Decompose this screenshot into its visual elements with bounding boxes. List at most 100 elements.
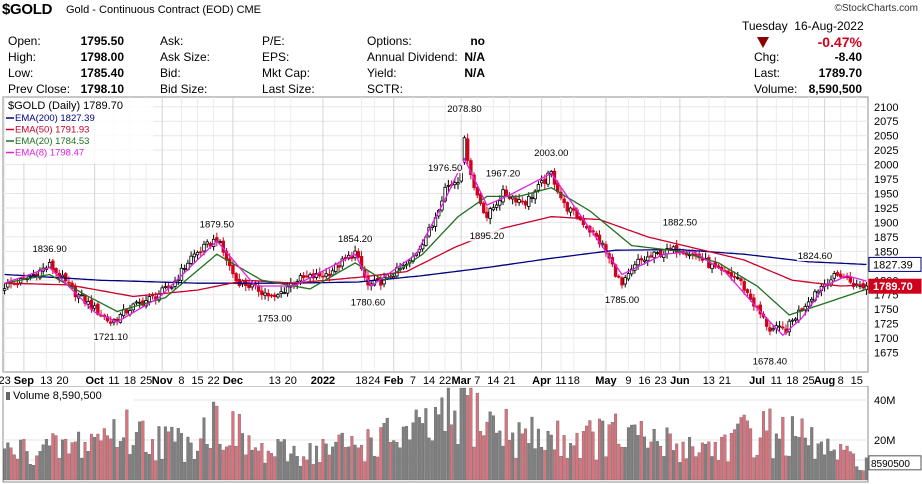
volume-value-label: 8590500 [871,459,910,470]
candle-body [787,320,791,333]
volume-bar [186,436,190,481]
annotation-bg [427,161,464,174]
volume-bar [366,429,370,481]
candle-body [748,293,753,300]
volume-bar [761,411,765,481]
volume-bar [151,439,155,481]
volume-bar [196,450,200,481]
volume-bar [266,450,270,481]
volume-bar [51,433,55,481]
volume-bar [530,416,534,481]
x-tick-label: 18 [124,375,136,387]
volume-bar [67,453,71,481]
candle-body [199,251,203,254]
volume-bar [70,442,74,481]
candle-body [250,283,254,288]
volume-bar [160,458,164,481]
volume-bar [334,441,338,481]
volume-bar [388,442,392,481]
volume-bar [646,447,650,481]
volume-bar [427,437,431,481]
volume-bar [536,428,540,481]
quote-label: Ask: [160,34,184,48]
price-annotation: 1895.20 [470,231,504,242]
value-label-box [868,278,922,294]
volume-bar [356,447,360,481]
volume-bar [807,445,811,481]
candle-body [745,289,750,293]
price-tick-label: 1925 [874,203,898,215]
quote-value: 1785.40 [80,66,124,80]
x-tick-label: 20 [285,375,297,387]
legend-entry: EMA(200) 1827.39 [15,113,95,124]
volume-bar [797,437,801,481]
volume-legend-bg [4,389,134,402]
volume-bar [472,446,476,481]
volume-bar [257,450,261,481]
volume-bar [671,450,675,481]
volume-bar [327,454,331,481]
x-tick-label: May [595,375,617,387]
candle-body [845,276,849,278]
quote-label: High: [8,50,37,64]
volume-bar [324,443,328,481]
volume-bar [630,424,634,481]
volume-bar [99,440,103,481]
volume-bar [694,456,698,481]
annotation-bg [796,249,833,262]
x-tick-label: 13 [40,375,52,387]
volume-bar [154,460,158,481]
candle-body [491,207,496,211]
x-tick-label: Jul [749,375,765,387]
x-tick-label: Oct [85,375,104,387]
volume-bar [546,430,550,481]
volume-bar [707,441,711,481]
volume-bar [44,439,48,481]
volume-value-box [868,455,922,471]
volume-bar [138,421,142,481]
volume-bar [48,445,52,481]
quote-label: Chg: [754,50,780,64]
volume-bar [675,443,679,481]
volume-bar [559,455,563,481]
quote-label: Low: [8,66,34,80]
candle-body [462,137,467,163]
volume-bar [479,431,483,481]
stockcharts-brand[interactable]: ©StockCharts.com [834,3,918,14]
volume-bar [263,462,267,481]
volume-bar [507,439,511,481]
volume-bar [591,431,595,481]
volume-bar [610,422,614,481]
volume-bar [430,440,434,481]
candle-body [279,291,283,294]
volume-bar [588,420,592,481]
quote-label: SCTR: [367,82,403,96]
candle-body [86,301,90,305]
volume-bar [118,441,122,481]
volume-bar [421,423,425,481]
ema20-line [4,186,867,316]
candle-body [247,284,251,289]
volume-bar [189,442,193,481]
candle-body [568,207,573,213]
x-tick-label: Mar [451,375,471,387]
candle-body [92,305,97,309]
candle-body [838,273,843,278]
volume-bar [205,444,209,481]
instrument-name: Gold - Continuous Contract (EOD) CME [66,4,261,16]
volume-bar [790,416,794,481]
legend-entry: EMA(20) 1784.53 [15,136,89,147]
volume-bar [771,458,775,481]
price-tick-label: 1950 [874,189,898,201]
volume-bar [597,418,601,481]
x-tick-label: 9 [625,375,631,387]
volume-bar [462,387,466,481]
candle-body [208,243,213,247]
x-tick-label: 18 [355,375,367,387]
volume-bar [864,457,868,481]
volume-bar [517,422,521,481]
candle-body [658,250,663,258]
volume-bar [208,448,212,481]
volume-bar [433,407,437,481]
price-tick-label: 1675 [874,348,898,360]
